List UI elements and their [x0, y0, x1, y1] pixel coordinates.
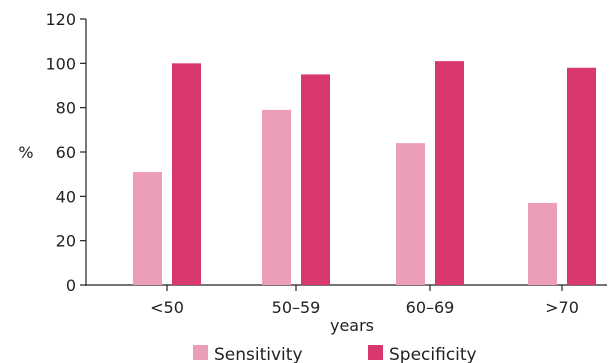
bar-sensitivity-3	[528, 202, 557, 285]
y-axis-title: %	[18, 143, 33, 162]
bar-sensitivity-2	[396, 143, 425, 285]
x-tick-label: >70	[545, 298, 579, 317]
x-tick-label: <50	[150, 298, 184, 317]
y-tick-label: 40	[56, 187, 76, 206]
y-tick-label: 100	[45, 54, 76, 73]
x-axis-ticks: <50 50–59 60–69 >70	[150, 285, 579, 317]
legend-swatch-specificity	[368, 345, 383, 360]
bar-specificity-3	[567, 67, 596, 286]
bar-sensitivity-0	[133, 171, 162, 285]
y-tick-label: 120	[45, 10, 76, 29]
legend-swatch-sensitivity	[193, 345, 208, 360]
x-axis-title: years	[330, 316, 374, 335]
legend-label-specificity: Specificity	[389, 345, 477, 363]
y-tick-label: 60	[56, 143, 76, 162]
bar-specificity-2	[435, 61, 464, 285]
legend-label-sensitivity: Sensitivity	[214, 345, 303, 363]
x-tick-label: 50–59	[272, 298, 321, 317]
y-tick-label: 0	[66, 276, 76, 295]
bar-sensitivity-1	[262, 109, 291, 285]
bar-specificity-1	[301, 74, 330, 286]
y-tick-label: 80	[56, 99, 76, 118]
x-tick-label: 60–69	[406, 298, 455, 317]
bars	[133, 61, 596, 286]
y-axis-ticks: 0 20 40 60 80 100 120	[45, 10, 86, 295]
y-tick-label: 20	[56, 232, 76, 251]
legend: Sensitivity Specificity	[193, 345, 477, 363]
bar-specificity-0	[172, 63, 201, 286]
